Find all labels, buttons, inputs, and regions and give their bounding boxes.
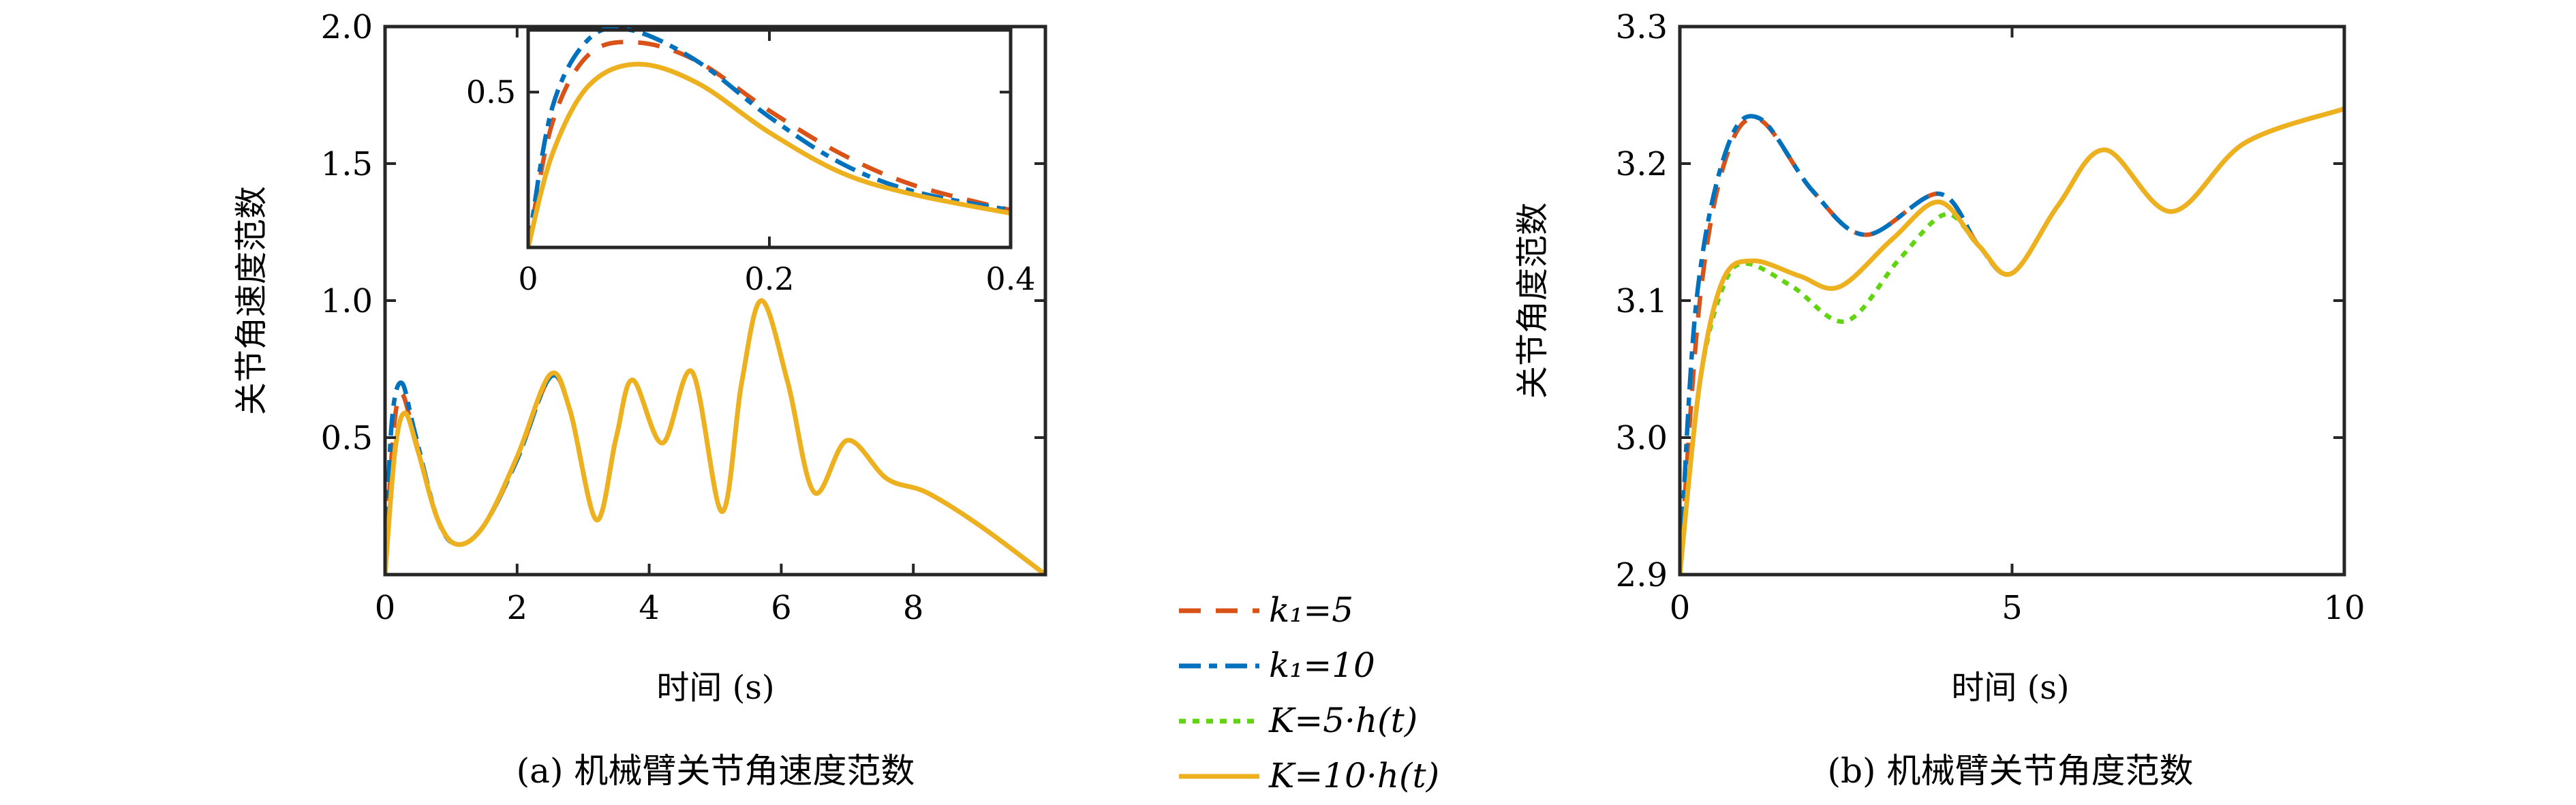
inset-xtick-label: 0 — [518, 260, 538, 297]
a-xtick-label: 0 — [375, 589, 396, 627]
b-xtick-label: 5 — [2002, 589, 2023, 627]
legend-label-k1_5: k₁=5 — [1269, 590, 1353, 630]
b-ytick-label: 3.0 — [1616, 419, 1668, 457]
a-ytick-label: 2.0 — [321, 8, 373, 46]
a-ytick-label: 1.0 — [321, 282, 373, 320]
a-line-K10h — [385, 298, 1045, 577]
chart-b-caption: (b) 机械臂关节角度范数 — [1828, 751, 2194, 791]
chart-a-caption: (a) 机械臂关节角速度范数 — [517, 751, 915, 791]
inset-line-k1_5 — [528, 40, 1011, 248]
b-ytick-label: 2.9 — [1616, 556, 1668, 594]
b-line-k1_10 — [1680, 106, 2344, 575]
a-xtick-label: 4 — [639, 589, 660, 627]
b-ytick-label: 3.3 — [1616, 8, 1668, 46]
b-plot-area — [1680, 27, 2344, 575]
chart-b-ylabel: 关节角度范数 — [1514, 202, 1552, 399]
b-xtick-label: 10 — [2323, 589, 2365, 627]
inset-series-group — [528, 27, 1011, 248]
a-xtick-label: 8 — [903, 589, 924, 627]
a-axes-frame — [383, 25, 1047, 577]
inset-xtick-label: 0.4 — [985, 260, 1035, 297]
inset: 0 0.2 0.4 0.5 — [466, 27, 1036, 297]
legend-label-k1_10: k₁=10 — [1269, 645, 1375, 685]
a-series-group — [385, 298, 1045, 577]
inset-xtick-label: 0.2 — [744, 260, 794, 297]
legend: k₁=5 k₁=10 K=5·h(t) K=10·h(t) — [1179, 590, 1439, 795]
b-ytick-label: 3.1 — [1616, 282, 1668, 320]
chart-b-xlabel: 时间 (s) — [1951, 669, 2069, 707]
chart-b: 0 5 10 2.9 3.0 3.1 3.2 3.3 — [1616, 8, 2365, 627]
inset-axes-frame — [526, 28, 1013, 249]
inset-line-K10h — [528, 61, 1011, 248]
legend-label-K10h: K=10·h(t) — [1268, 756, 1439, 795]
chart-a-ylabel: 关节角速度范数 — [232, 186, 271, 415]
b-ytick-label: 3.2 — [1616, 145, 1668, 183]
b-xtick-label: 0 — [1670, 589, 1691, 627]
a-xtick-label: 6 — [771, 589, 792, 627]
legend-label-K5h: K=5·h(t) — [1268, 701, 1417, 740]
a-xtick-label: 2 — [507, 589, 528, 627]
inset-plot-area — [528, 30, 1011, 247]
chart-a-xlabel: 时间 (s) — [656, 669, 774, 707]
inset-ytick-label: 0.5 — [466, 74, 516, 110]
b-axes-frame — [1678, 25, 2346, 577]
a-ytick-label: 0.5 — [321, 419, 373, 457]
inset-line-k1_10 — [528, 27, 1011, 248]
chart-a: 0 2 4 6 8 0.5 1.0 1.5 2.0 0 0.2 0.4 0.5 — [321, 8, 1047, 627]
b-series-group — [1680, 106, 2344, 575]
a-ytick-label: 1.5 — [321, 145, 373, 183]
b-line-K10h — [1680, 106, 2344, 575]
